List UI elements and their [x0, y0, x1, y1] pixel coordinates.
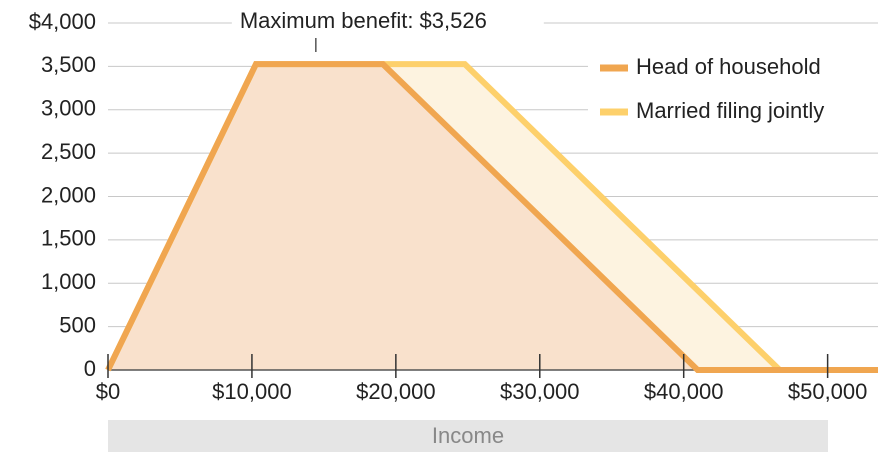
y-tick-label: 1,500 — [41, 226, 96, 251]
y-tick-label: 500 — [59, 312, 96, 337]
legend-label: Head of household — [636, 54, 821, 79]
legend-bg — [588, 50, 878, 130]
area-fill — [108, 64, 878, 370]
x-tick-label: $30,000 — [500, 379, 580, 404]
x-tick-label: $0 — [96, 379, 120, 404]
x-tick-label: $10,000 — [212, 379, 292, 404]
annotation: Maximum benefit: $3,526 — [240, 8, 487, 33]
y-tick-label: 1,000 — [41, 269, 96, 294]
line — [105, 61, 878, 373]
legend-label: Married filing jointly — [636, 98, 824, 123]
y-tick-label: 0 — [84, 356, 96, 381]
x-axis-label: Income — [432, 423, 504, 448]
y-tick-label: 3,000 — [41, 96, 96, 121]
x-tick-label: $40,000 — [644, 379, 724, 404]
y-tick-label: $4,000 — [29, 9, 96, 34]
y-tick-label: 3,500 — [41, 52, 96, 77]
y-tick-label: 2,000 — [41, 182, 96, 207]
x-tick-label: $50,000 — [788, 379, 868, 404]
x-tick-label: $20,000 — [356, 379, 436, 404]
annotation-bg — [231, 6, 544, 36]
y-tick-label: 2,500 — [41, 139, 96, 164]
x-axis-band — [108, 420, 828, 452]
